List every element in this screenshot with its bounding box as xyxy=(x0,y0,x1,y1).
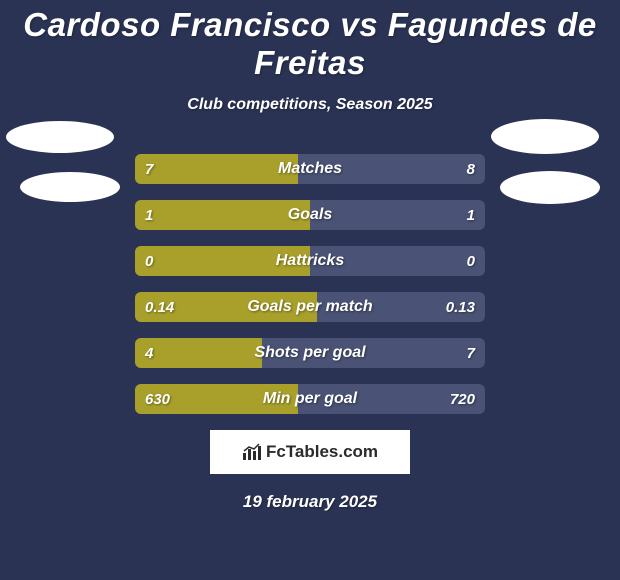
stat-label: Goals xyxy=(135,200,485,230)
stat-value-right: 0 xyxy=(467,246,475,276)
stat-label: Hattricks xyxy=(135,246,485,276)
stat-label: Goals per match xyxy=(135,292,485,322)
date-label: 19 february 2025 xyxy=(0,492,620,512)
stat-row: 630Min per goal720 xyxy=(135,384,485,414)
comparison-infographic: Cardoso Francisco vs Fagundes de Freitas… xyxy=(0,0,620,580)
stat-label: Matches xyxy=(135,154,485,184)
stat-value-right: 0.13 xyxy=(446,292,475,322)
decor-oval-right2 xyxy=(500,171,600,204)
stat-label: Min per goal xyxy=(135,384,485,414)
stat-value-right: 1 xyxy=(467,200,475,230)
subtitle: Club competitions, Season 2025 xyxy=(0,96,620,114)
stat-label: Shots per goal xyxy=(135,338,485,368)
branding-text: FcTables.com xyxy=(266,442,378,462)
stat-value-right: 8 xyxy=(467,154,475,184)
page-title: Cardoso Francisco vs Fagundes de Freitas xyxy=(0,0,620,82)
decor-oval-right1 xyxy=(491,119,599,154)
stat-row: 4Shots per goal7 xyxy=(135,338,485,368)
stat-row: 7Matches8 xyxy=(135,154,485,184)
stat-row: 0Hattricks0 xyxy=(135,246,485,276)
stat-value-right: 720 xyxy=(450,384,475,414)
branding-badge: FcTables.com xyxy=(210,430,410,474)
stat-value-right: 7 xyxy=(467,338,475,368)
decor-oval-left1 xyxy=(6,121,114,153)
decor-oval-left2 xyxy=(20,172,120,202)
stat-row: 0.14Goals per match0.13 xyxy=(135,292,485,322)
stat-row: 1Goals1 xyxy=(135,200,485,230)
chart-icon xyxy=(242,443,262,461)
